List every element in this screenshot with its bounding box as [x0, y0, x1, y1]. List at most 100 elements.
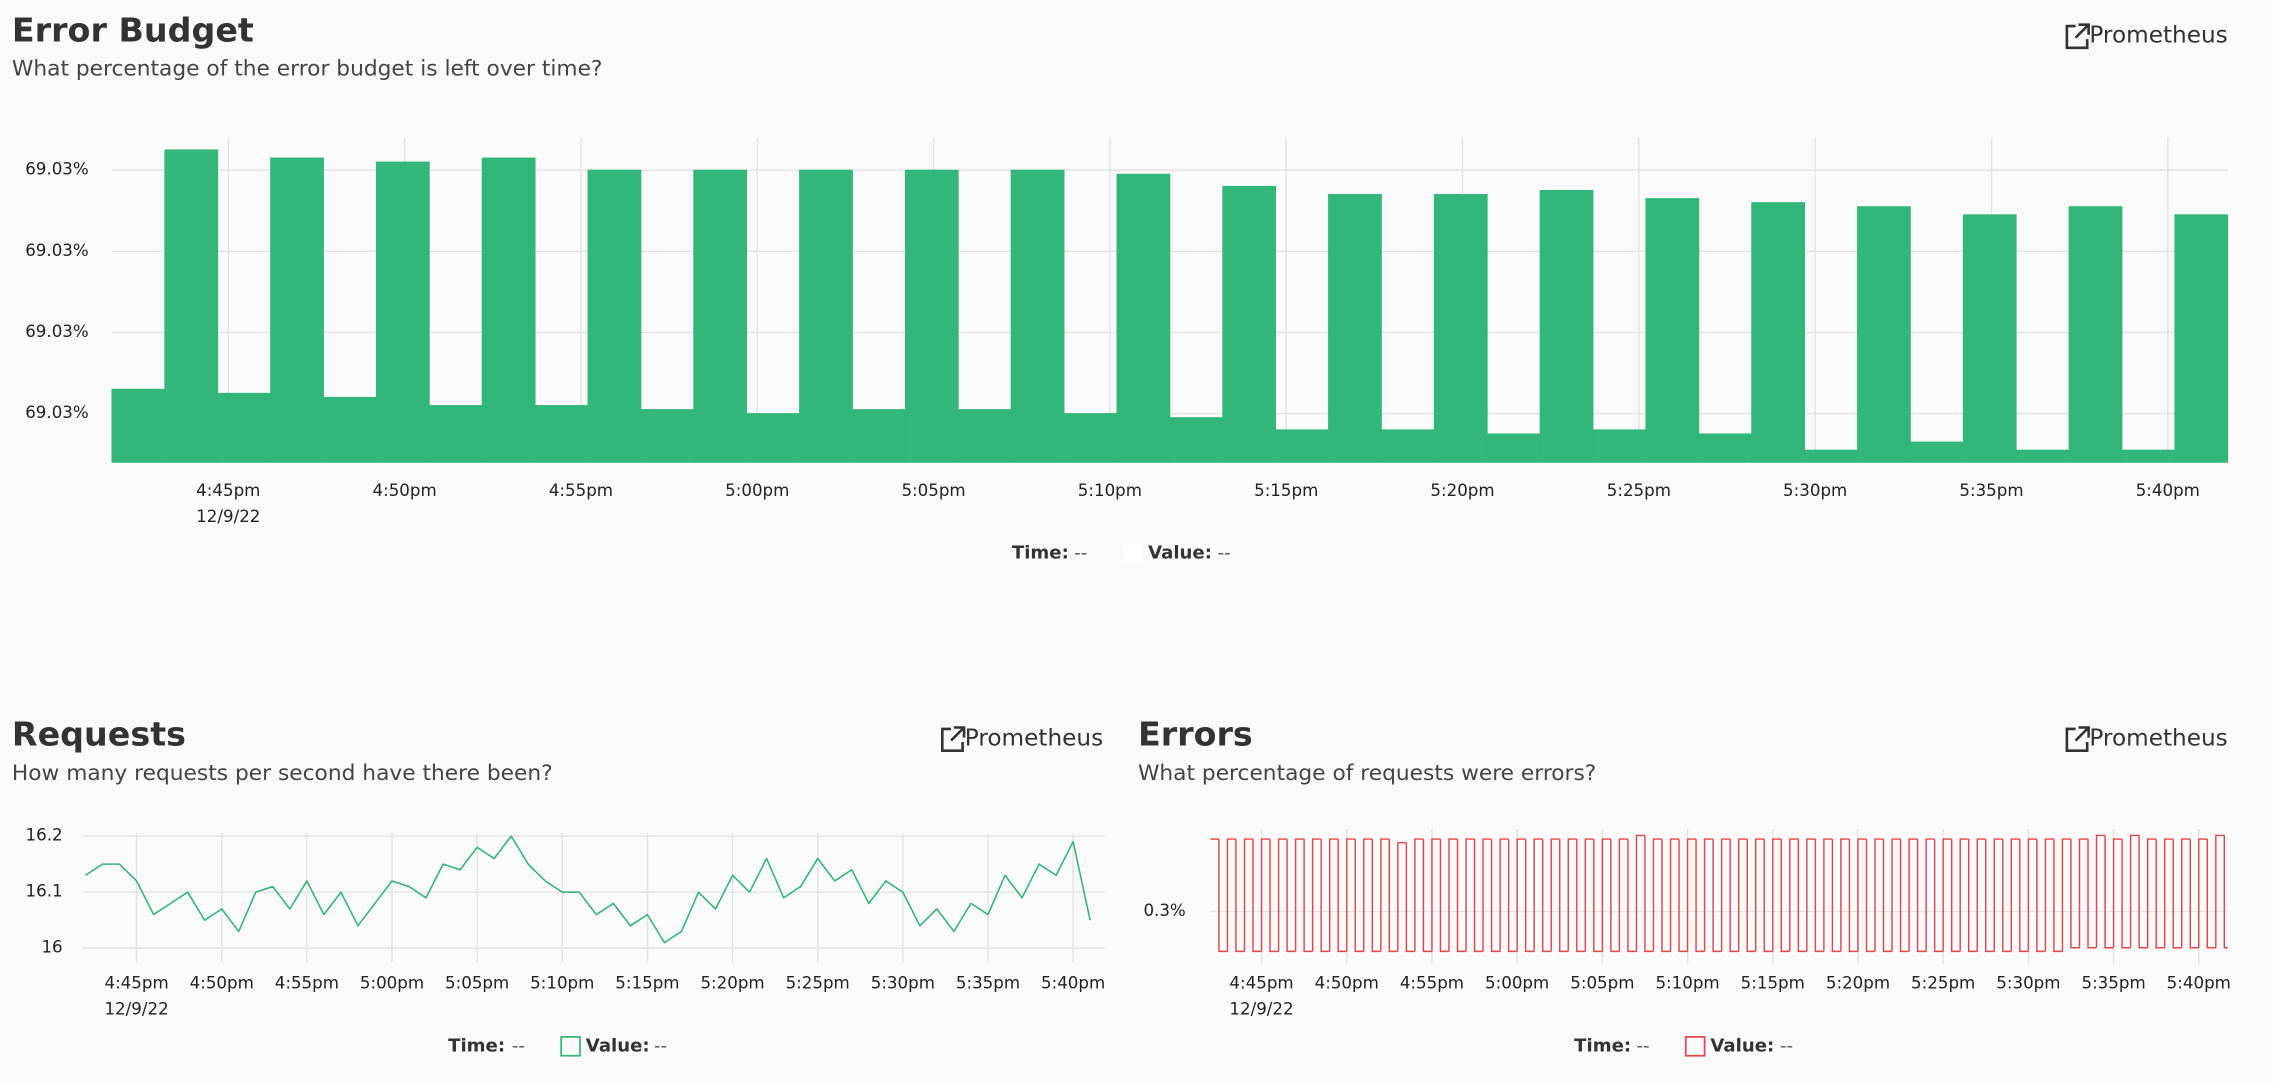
line-step	[1899, 839, 1910, 953]
line-step	[1985, 839, 1995, 953]
link-text[interactable]: Prometheus	[2089, 22, 2227, 49]
area-step	[1222, 185, 1277, 463]
line-step	[1703, 838, 1714, 952]
line-step	[1857, 838, 1867, 952]
line-step	[1669, 838, 1680, 952]
y-tick-label: 69.03%	[25, 160, 89, 179]
line-step	[1431, 838, 1441, 952]
line-step	[2172, 839, 2182, 949]
area-step	[534, 405, 589, 463]
x-date-label: 12/9/22	[1229, 1000, 1293, 1019]
external-link-icon	[2065, 726, 2090, 752]
area-step	[1592, 429, 1647, 463]
prometheus-link[interactable]: Prometheus	[2065, 22, 2228, 50]
line-step	[1550, 838, 1560, 952]
line-step	[2061, 838, 2071, 952]
line-step	[2112, 838, 2123, 948]
area-step	[1962, 214, 2017, 463]
line-step	[2104, 835, 2114, 949]
x-tick-label: 5:25pm	[1911, 974, 1975, 993]
line-step	[2198, 838, 2208, 948]
line-step	[1226, 838, 1236, 952]
line-step	[1635, 834, 1645, 952]
line-step	[2044, 838, 2054, 952]
area-step	[1063, 413, 1118, 463]
legend-value-value: --	[1780, 1035, 1793, 1056]
x-tick-label: 4:50pm	[373, 481, 437, 500]
x-tick-label: 5:40pm	[2167, 974, 2231, 993]
legend-swatch	[1123, 544, 1143, 564]
legend-time-label: Time:	[1012, 543, 1069, 564]
x-tick-label: 5:35pm	[1959, 481, 2023, 500]
line-step	[1303, 839, 1313, 953]
area-step	[1116, 173, 1171, 463]
line-step	[1516, 838, 1526, 952]
legend-value-value: --	[654, 1035, 667, 1056]
line-step	[2129, 834, 2140, 948]
line-step	[1959, 838, 1969, 952]
line-step	[2155, 839, 2165, 949]
line-step	[2019, 839, 2029, 953]
line-step	[1993, 838, 2003, 952]
legend-time-label: Time:	[1574, 1035, 1631, 1056]
line-step	[1328, 838, 1339, 952]
x-tick-label: 5:40pm	[1041, 974, 1105, 993]
line-step	[2181, 838, 2191, 948]
x-tick-label: 5:20pm	[1826, 974, 1890, 993]
x-tick-label: 5:10pm	[1655, 974, 1719, 993]
area-step	[1539, 189, 1594, 463]
line-step	[1661, 839, 1671, 953]
area-step	[2174, 214, 2229, 463]
x-tick-label: 5:25pm	[1607, 481, 1671, 500]
line-step	[1925, 838, 1935, 952]
x-tick-label: 4:55pm	[1400, 974, 1464, 993]
x-tick-label: 5:35pm	[2081, 974, 2145, 993]
x-tick-label: 5:00pm	[1485, 974, 1549, 993]
external-link-icon	[2065, 23, 2090, 50]
prometheus-link[interactable]: Prometheus	[2065, 725, 2228, 752]
area-step	[1645, 198, 1700, 463]
line-step	[1627, 839, 1637, 953]
area-step	[164, 149, 219, 463]
line-step	[1277, 838, 1288, 952]
x-tick-label: 4:45pm	[104, 974, 168, 993]
area-step	[1328, 194, 1382, 463]
area-step	[270, 157, 324, 463]
area-step	[481, 157, 536, 463]
legend-value-label: Value:	[1710, 1035, 1774, 1056]
line-step	[1865, 839, 1875, 953]
line-step	[1840, 838, 1850, 952]
link-text[interactable]: Prometheus	[2089, 725, 2227, 752]
legend-swatch	[1684, 1036, 1706, 1057]
line-step	[1789, 838, 1799, 952]
x-tick-label: 5:25pm	[786, 974, 850, 993]
line-step	[2002, 839, 2012, 953]
line-step	[1584, 838, 1594, 952]
line-step	[2121, 839, 2131, 949]
line-step	[1448, 838, 1458, 952]
x-tick-label: 5:00pm	[360, 974, 424, 993]
line-step	[1533, 838, 1543, 952]
line-step	[1968, 839, 1978, 953]
panel-subtitle: What percentage of the error budget is l…	[12, 57, 603, 82]
area-step	[1275, 429, 1329, 463]
line-step	[1601, 838, 1611, 952]
y-tick-label: 69.03%	[25, 241, 89, 260]
line-step	[1882, 839, 1893, 953]
panel: Requests How many requests per second hav…	[12, 715, 1105, 1057]
x-tick-label: 4:55pm	[275, 974, 339, 993]
line-step	[1874, 838, 1884, 952]
area-step	[587, 169, 642, 463]
link-text[interactable]: Prometheus	[965, 725, 1103, 752]
x-tick-label: 4:45pm	[196, 481, 260, 500]
area-step	[640, 409, 695, 463]
line-step	[1499, 838, 1509, 952]
line-step	[2087, 839, 2097, 949]
line-step	[1507, 839, 1518, 953]
line-step	[1286, 839, 1296, 953]
prometheus-link[interactable]: Prometheus	[941, 725, 1103, 752]
line-step	[1422, 839, 1432, 953]
legend-time-value: --	[1074, 543, 1087, 564]
area-step	[375, 161, 430, 463]
line-step	[1950, 839, 1961, 953]
